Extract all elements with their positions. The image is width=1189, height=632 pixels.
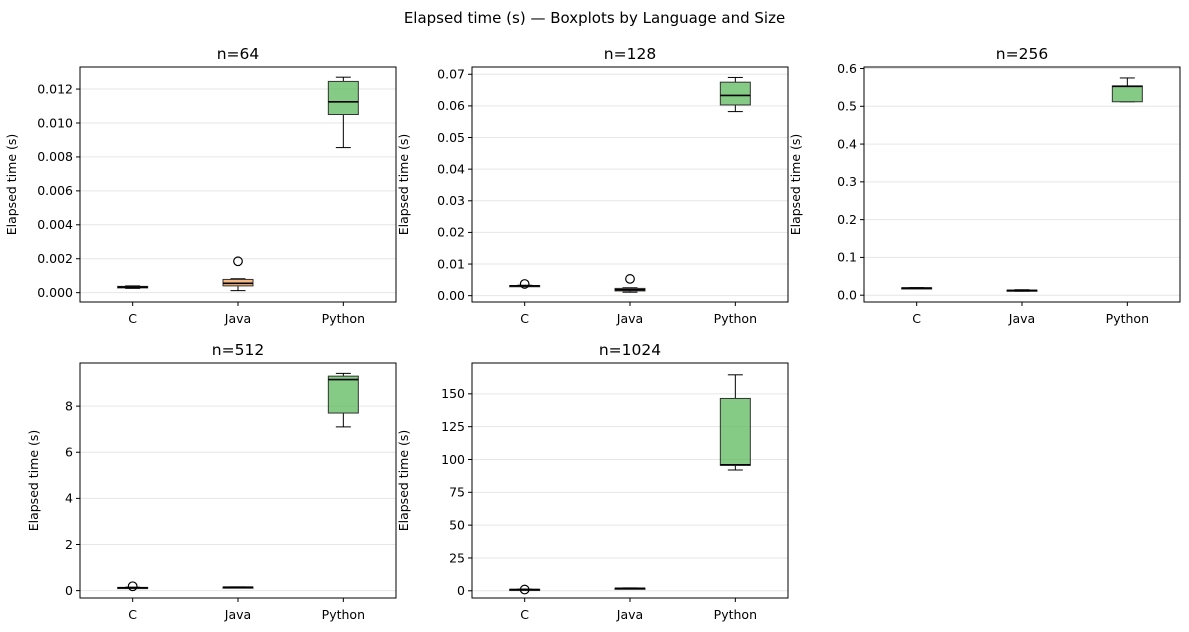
y-tick-label: 0.03 <box>437 193 465 208</box>
y-tick-label: 0.004 <box>37 217 73 232</box>
outlier-point <box>233 256 243 267</box>
subplot-title: n=512 <box>212 341 264 359</box>
subplot-title: n=1024 <box>599 341 661 359</box>
y-tick-label: 0.3 <box>837 174 857 189</box>
y-tick-label: 0.04 <box>437 161 465 176</box>
y-tick-label: 0.1 <box>837 250 857 265</box>
x-tick-label: Java <box>224 607 251 622</box>
subplot-title: n=128 <box>604 45 656 63</box>
box-iqr <box>1111 85 1143 103</box>
y-axis-label: Elapsed time (s) <box>4 134 19 236</box>
y-tick-label: 0.002 <box>37 251 73 266</box>
y-tick-label: 0.02 <box>437 225 465 240</box>
outlier-point <box>519 279 530 289</box>
box-python <box>719 374 751 471</box>
y-tick-label: 0.012 <box>37 81 73 96</box>
y-tick-label: 6 <box>65 445 73 460</box>
x-tick-label: Java <box>616 607 643 622</box>
y-tick-label: 8 <box>65 398 73 413</box>
box-c <box>509 584 541 595</box>
y-tick-label: 2 <box>65 537 73 552</box>
box-c <box>901 287 933 290</box>
box-python <box>719 76 751 113</box>
box-iqr <box>327 375 359 414</box>
box-java <box>1006 289 1038 292</box>
x-tick-label: Python <box>1106 311 1149 326</box>
subplot-4: 0 2 4 6 8 C Java Python n=512 Elapsed time (s) <box>26 341 397 622</box>
y-tick-label: 0 <box>65 583 73 598</box>
x-tick-label: C <box>912 311 921 326</box>
box-java <box>614 274 646 293</box>
y-tick-label: 0 <box>457 583 465 598</box>
box-c <box>117 581 149 592</box>
box-java <box>614 587 646 590</box>
subplot-2: 0.00 0.01 0.02 0.03 0.04 0.05 0.06 0.07 C Java Pyt… <box>396 45 789 326</box>
y-tick-label: 125 <box>441 419 465 434</box>
x-tick-label: Java <box>616 311 643 326</box>
y-axis-label: Elapsed time (s) <box>788 134 803 236</box>
y-tick-label: 0.05 <box>437 130 465 145</box>
box-python <box>327 372 359 428</box>
subplot-title: n=256 <box>996 45 1048 63</box>
subplot-5: 0 25 50 75 100 125 150 C Java Python n=1024 Elapsed… <box>396 341 789 622</box>
box-python <box>327 76 359 149</box>
y-tick-label: 0.4 <box>837 136 857 151</box>
x-tick-label: C <box>520 607 529 622</box>
y-tick-label: 0.2 <box>837 212 857 227</box>
x-tick-label: Java <box>1008 311 1035 326</box>
y-tick-label: 0.6 <box>837 61 857 76</box>
y-tick-label: 0.010 <box>37 115 73 130</box>
box-python <box>1111 77 1143 103</box>
y-tick-label: 0.008 <box>37 149 73 164</box>
box-iqr <box>719 81 751 106</box>
y-tick-label: 150 <box>441 386 465 401</box>
box-c <box>117 285 149 289</box>
subplot-title: n=64 <box>217 45 260 63</box>
y-tick-label: 0.0 <box>837 287 857 302</box>
y-tick-label: 75 <box>449 485 465 500</box>
y-tick-label: 50 <box>449 517 465 532</box>
box-c <box>509 279 541 289</box>
outlier-point <box>519 584 530 595</box>
figure-title: Elapsed time (s) — Boxplots by Language … <box>404 9 785 27</box>
x-tick-label: C <box>128 311 137 326</box>
box-iqr <box>719 397 751 466</box>
subplot-3: 0.0 0.1 0.2 0.3 0.4 0.5 0.6 C Java Python n=256 Ela… <box>788 45 1181 326</box>
y-tick-label: 25 <box>449 550 465 565</box>
y-tick-label: 0.01 <box>437 256 465 271</box>
box-java <box>222 256 254 292</box>
y-tick-label: 0.5 <box>837 99 857 114</box>
y-tick-label: 0.00 <box>437 288 465 303</box>
box-java <box>222 586 254 589</box>
y-axis-label: Elapsed time (s) <box>396 430 411 532</box>
outlier-point <box>625 274 635 284</box>
y-axis-label: Elapsed time (s) <box>26 430 41 532</box>
x-tick-label: Python <box>322 311 365 326</box>
y-tick-label: 0.06 <box>437 98 465 113</box>
y-tick-label: 0.000 <box>37 285 73 300</box>
x-tick-label: C <box>520 311 529 326</box>
y-axis-label: Elapsed time (s) <box>396 134 411 236</box>
x-tick-label: Python <box>714 607 757 622</box>
y-tick-label: 0.07 <box>437 67 465 82</box>
subplot-1: 0.000 0.002 0.004 0.006 0.008 0.010 0.012 C Java… <box>4 45 397 326</box>
outlier-point <box>127 581 138 592</box>
x-tick-label: Java <box>224 311 251 326</box>
y-tick-label: 100 <box>441 452 465 467</box>
x-tick-label: Python <box>322 607 365 622</box>
y-tick-label: 4 <box>65 491 73 506</box>
y-tick-label: 0.006 <box>37 183 73 198</box>
x-tick-label: Python <box>714 311 757 326</box>
x-tick-label: C <box>128 607 137 622</box>
box-iqr <box>327 80 359 116</box>
